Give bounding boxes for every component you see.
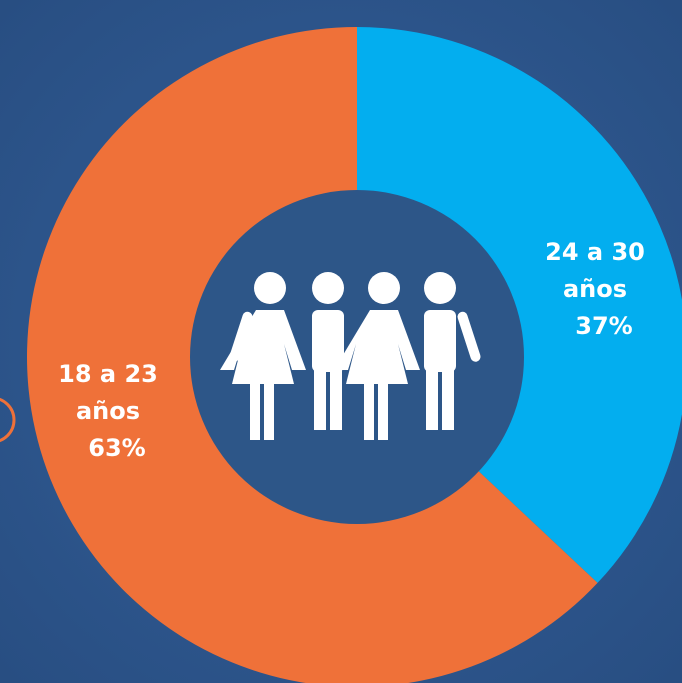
- value-label: 37%: [575, 312, 633, 340]
- category-label: 24 a 30 años: [545, 238, 645, 303]
- segment-label: 24 a 30 años 37%: [535, 234, 655, 345]
- category-label: 18 a 23 años: [58, 360, 158, 425]
- donut-segment: [27, 27, 598, 683]
- people-icon: [220, 272, 481, 440]
- value-label: 63%: [88, 434, 146, 462]
- donut: [27, 27, 682, 683]
- segment-label: 18 a 23 años 63%: [48, 356, 168, 467]
- donut-segment: [357, 27, 682, 583]
- decor-circle: [0, 397, 16, 443]
